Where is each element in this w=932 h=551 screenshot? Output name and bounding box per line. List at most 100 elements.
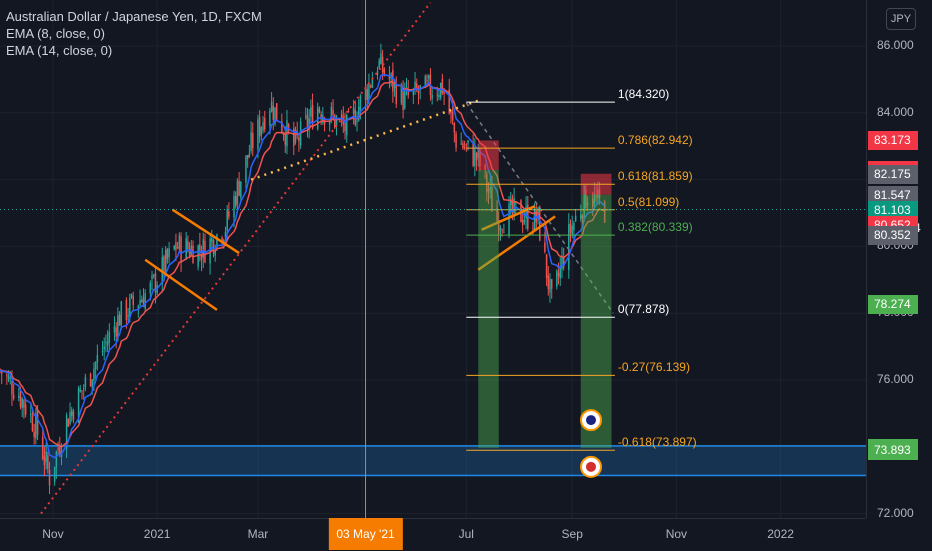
candle [393,81,396,88]
candle [23,399,25,408]
candle [443,91,445,94]
candle [57,448,59,450]
candle [141,300,143,303]
candle [475,152,478,161]
candle [94,362,97,370]
ema-slow-legend[interactable]: EMA (14, close, 0) [6,43,113,58]
fib-level-label: 0.5(81.099) [617,194,680,209]
candle [345,115,348,136]
candle [168,248,170,258]
candle [455,133,457,148]
time-tick-label: Nov [665,527,688,541]
candle [453,123,456,133]
candle [67,419,70,427]
candle [246,155,249,159]
price-chart[interactable] [0,0,866,518]
candle [221,237,223,243]
candle [113,326,116,333]
time-tick-label: 2021 [143,527,171,541]
candle [593,193,596,205]
candle [311,105,314,129]
fib-level-label: -0.27(76.139) [617,360,690,375]
flag-line [144,258,218,311]
price-tag: 73.893 [868,441,918,461]
candle [81,390,83,392]
candle [294,129,297,143]
candle [130,294,133,298]
price-tag-value: 78.274 [874,297,911,312]
candle [491,187,493,212]
candle [214,250,216,256]
short-position-2-target-zone [580,194,612,448]
fib-level-label: 0(77.878) [617,302,670,317]
candle [371,78,374,89]
candle [581,215,584,219]
candle [212,239,215,254]
price-tick-label: 84.000 [877,104,914,119]
symbol-title[interactable]: Australian Dollar / Japanese Yen, 1D, FX… [6,9,262,24]
candle [216,234,218,247]
candle [281,120,283,133]
candle [412,88,415,95]
candle [462,143,464,149]
candle [70,410,73,417]
candle [272,105,275,120]
candle [383,68,386,75]
candle [187,241,189,249]
candle [402,87,404,111]
price-tag: 82.175 [868,164,918,184]
candle [574,215,577,222]
candle [82,388,85,390]
candle [234,196,237,207]
candle [59,447,61,455]
candle [176,247,179,249]
candle [211,237,213,242]
candle [69,412,71,424]
candle [332,109,334,115]
candle [416,83,418,91]
candle [328,120,331,125]
wedge-line [477,215,556,271]
candle [571,226,573,236]
price-tag: 80.352 [868,225,918,245]
candle [603,201,606,223]
price-tag: 81.547 [868,185,918,205]
candle [426,79,428,81]
candle [489,187,491,190]
time-tick-label: Mar [247,527,269,541]
candle [120,301,123,326]
currency-badge[interactable]: JPY [886,8,916,30]
candle [77,387,80,423]
ema-fast-legend[interactable]: EMA (8, close, 0) [6,26,105,41]
candle [258,116,261,137]
candle [139,300,141,305]
candle [549,278,551,293]
candle [260,127,263,136]
candle [400,86,403,104]
candle [376,70,379,75]
chart-area[interactable] [0,0,866,518]
candle [316,107,319,129]
candle [547,275,550,290]
candle [233,196,235,218]
candle [103,346,105,350]
candle [509,200,512,205]
price-tag-value: 73.893 [874,443,911,458]
time-axis[interactable]: Nov 2021 Mar Jul Sep Nov 2022 [0,518,866,551]
candle [366,89,368,100]
candle [407,89,409,96]
candle [11,381,13,395]
price-tag-value: 80.352 [874,227,911,242]
candle [18,395,20,398]
candle [472,142,474,166]
candle [369,85,372,87]
candle [557,272,560,277]
candle [562,257,565,268]
candle [448,89,450,114]
candle [298,137,300,141]
candle [282,132,285,135]
candle [378,60,380,68]
candle [431,94,433,99]
support-trendline [250,98,483,181]
